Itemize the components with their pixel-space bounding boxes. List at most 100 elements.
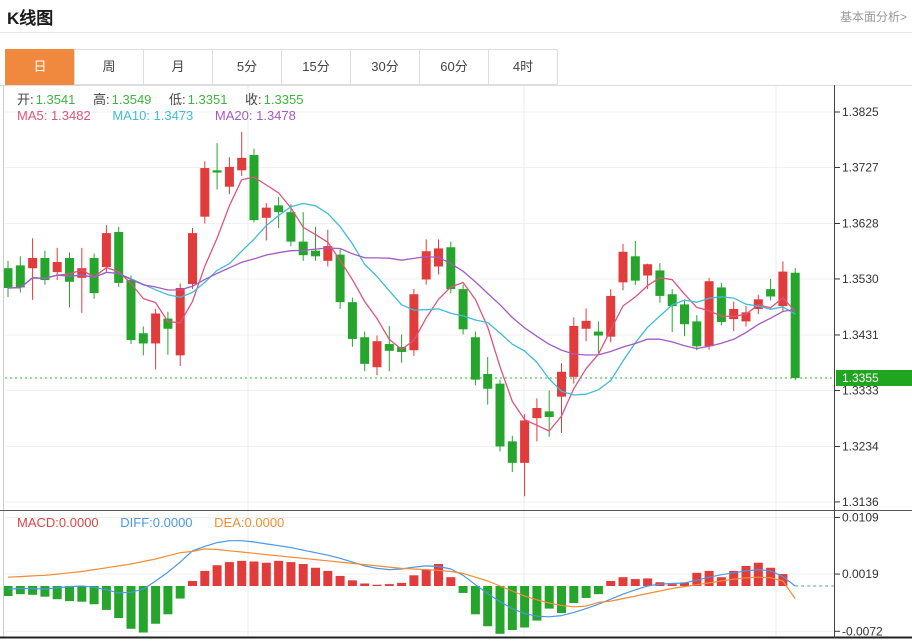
macd-bar (77, 586, 87, 602)
candle-body (249, 155, 259, 221)
candle-body (409, 294, 419, 351)
macd-bar (753, 562, 763, 586)
current-price-value: 1.3355 (842, 371, 879, 385)
candle-body (569, 325, 579, 377)
macd-bar (520, 586, 530, 628)
candle-body (188, 233, 197, 285)
macd-bar (40, 586, 50, 597)
macd-bar (618, 577, 628, 586)
macd-axis-labels: 0.0109 0.0019 -0.0072 (834, 510, 883, 638)
tab-5min[interactable]: 5分 (212, 49, 282, 85)
candle-body (3, 268, 13, 289)
macd-histogram (3, 560, 788, 634)
price-axis-labels: 1.3825 1.3727 1.3628 1.3530 1.3431 1.3333 1.32… (834, 105, 879, 509)
candle-body (237, 157, 247, 171)
candle-body (507, 441, 517, 463)
price-tick-label: 1.3825 (842, 105, 879, 119)
candle-body (692, 321, 702, 347)
macd-bar (52, 586, 62, 600)
candle-body (323, 246, 333, 261)
candle-body (28, 258, 38, 269)
macd-bar (680, 582, 689, 586)
macd-bar (323, 570, 333, 586)
macd-bar (557, 586, 566, 614)
macd-bar (630, 579, 640, 586)
tab-4hour[interactable]: 4时 (488, 49, 558, 85)
macd-bar (126, 586, 136, 629)
candle-body (680, 304, 689, 325)
candle-body (65, 258, 74, 282)
tab-15min[interactable]: 15分 (281, 49, 351, 85)
ma10-line (7, 202, 796, 396)
macd-tick-label: 0.0019 (842, 567, 879, 581)
macd-bar (544, 586, 554, 609)
macd-bar (729, 570, 739, 586)
macd-bar (298, 563, 308, 586)
candle-body (298, 241, 308, 256)
candle-body (261, 207, 271, 218)
candle-body (458, 289, 468, 330)
candle-body (200, 168, 210, 217)
macd-bar (741, 565, 751, 586)
candle-body (52, 261, 62, 273)
candle-body (470, 337, 480, 380)
chart-frame (0, 85, 912, 639)
macd-bar (200, 570, 210, 586)
candle-body (347, 302, 357, 339)
macd-bar (409, 575, 419, 586)
macd-tick-label: 0.0109 (842, 510, 879, 524)
tab-60min[interactable]: 60分 (419, 49, 489, 85)
macd-bar (470, 586, 480, 615)
candle-body (606, 295, 616, 337)
candle-body (483, 374, 493, 389)
fundamental-analysis-link[interactable]: 基本面分析> (839, 10, 907, 24)
ma20-line (7, 247, 796, 356)
tab-30min[interactable]: 30分 (350, 49, 420, 85)
macd-bar (138, 586, 148, 633)
price-tick-label: 1.3530 (842, 272, 879, 286)
tab-week[interactable]: 周 (74, 49, 144, 85)
macd-bar (581, 586, 591, 598)
candle-body (40, 258, 50, 281)
candle-body (360, 337, 370, 364)
macd-bar (286, 562, 296, 586)
price-tick-label: 1.3333 (842, 383, 879, 397)
candle-body (372, 341, 382, 368)
candle-body (618, 251, 628, 283)
dea-line (7, 548, 796, 608)
macd-bar (224, 562, 234, 586)
ma5-line (7, 176, 796, 432)
candle-body (716, 287, 726, 322)
kline-chart-canvas[interactable]: 1.3825 1.3727 1.3628 1.3530 1.3431 1.3333 1.32… (0, 85, 912, 644)
candle-body (729, 308, 739, 320)
macd-bar (15, 586, 25, 595)
candle-body (667, 294, 677, 307)
candle-body (224, 166, 234, 187)
macd-bar (101, 586, 111, 610)
macd-bar (434, 563, 443, 586)
candle-body (114, 231, 124, 283)
tab-day[interactable]: 日 (5, 49, 75, 85)
price-tick-label: 1.3136 (842, 495, 879, 509)
candle-body (335, 254, 345, 303)
candle-body (163, 318, 173, 329)
candles (3, 131, 800, 497)
tab-month[interactable]: 月 (143, 49, 213, 85)
chart-area[interactable]: 1.3825 1.3727 1.3628 1.3530 1.3431 1.3333 1.32… (0, 85, 912, 644)
macd-bar (667, 584, 677, 586)
price-tick-label: 1.3234 (842, 439, 879, 453)
candle-body (630, 256, 640, 281)
macd-bar (692, 572, 702, 586)
macd-bar (778, 574, 788, 586)
macd-bar (347, 580, 357, 586)
gridlines (5, 86, 835, 638)
candle-body (384, 344, 394, 351)
price-tick-label: 1.3431 (842, 328, 879, 342)
current-price-badge: 1.3355 (836, 369, 912, 386)
candle-body (151, 313, 161, 344)
price-tick-label: 1.3628 (842, 216, 879, 230)
macd-bar (261, 562, 271, 586)
candle-body (101, 233, 111, 268)
macd-bar (188, 580, 197, 586)
